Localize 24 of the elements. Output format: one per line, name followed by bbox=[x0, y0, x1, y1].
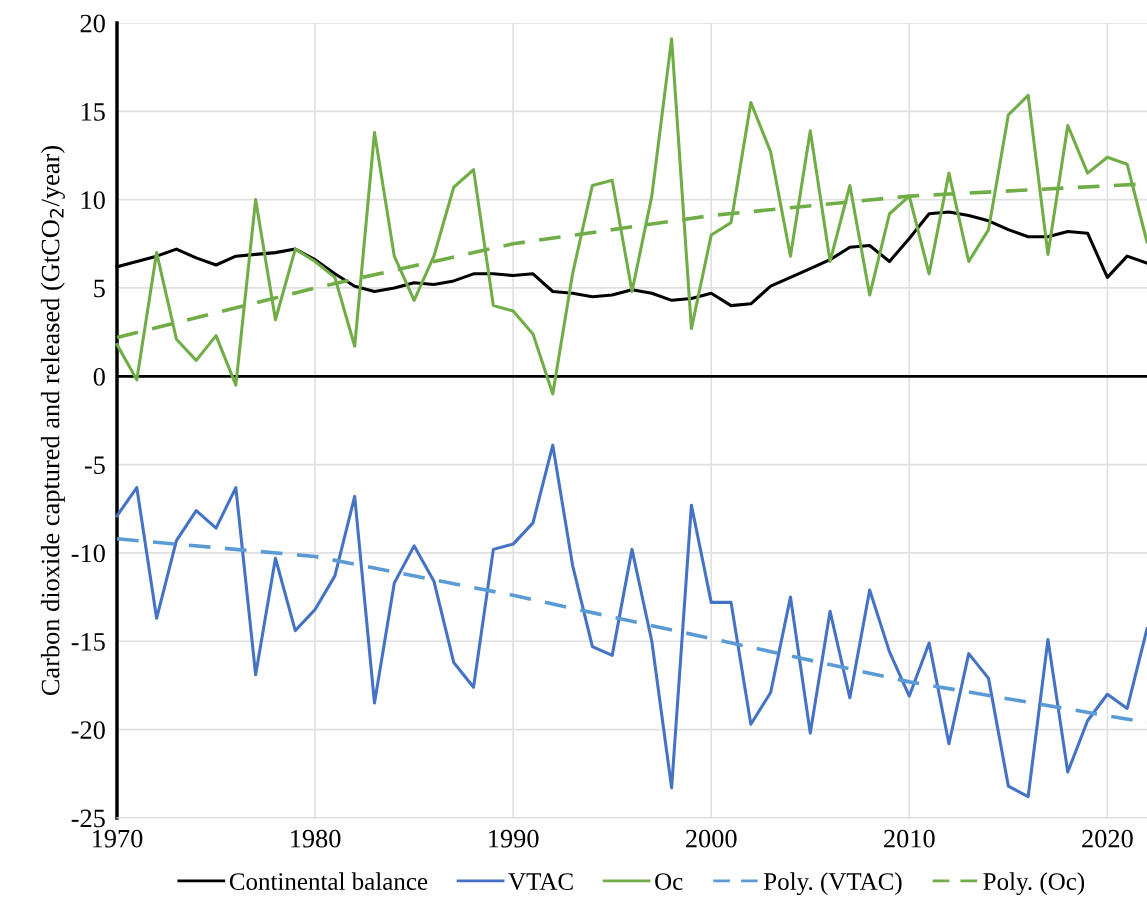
y-axis-title: Carbon dioxide captured and released (GtCO$_{2}$/year) bbox=[40, 146, 65, 696]
line-series bbox=[115, 443, 1147, 799]
y-tick-label: 5 bbox=[94, 279, 105, 298]
y-tick-label: -5 bbox=[84, 456, 105, 475]
x-tick-label: 2020 bbox=[1082, 829, 1133, 848]
x-tick-label: 2000 bbox=[686, 829, 737, 848]
legend-label: Poly. (Oc) bbox=[983, 872, 1085, 896]
y-tick-label: -10 bbox=[71, 544, 105, 563]
legend-label: Poly. (VTAC) bbox=[763, 872, 902, 896]
x-tick-label: 1980 bbox=[291, 829, 341, 848]
legend-label: VTAC bbox=[508, 873, 573, 891]
y-tick-label: 15 bbox=[81, 103, 105, 121]
line-series bbox=[115, 37, 1147, 396]
y-tick-label: 0 bbox=[93, 367, 105, 386]
y-tick-label: 20 bbox=[80, 14, 105, 33]
legend-label: Oc bbox=[655, 873, 683, 890]
x-tick-label: 1990 bbox=[489, 829, 539, 848]
x-tick-label: 2010 bbox=[884, 829, 935, 848]
x-tick-label: 1970 bbox=[92, 829, 143, 848]
y-tick-label: -15 bbox=[71, 632, 105, 651]
y-tick-label: -20 bbox=[71, 721, 105, 739]
y-tick-label: -25 bbox=[71, 809, 105, 828]
legend-label: Continental balance bbox=[229, 872, 428, 890]
y-tick-label: 10 bbox=[81, 191, 105, 210]
